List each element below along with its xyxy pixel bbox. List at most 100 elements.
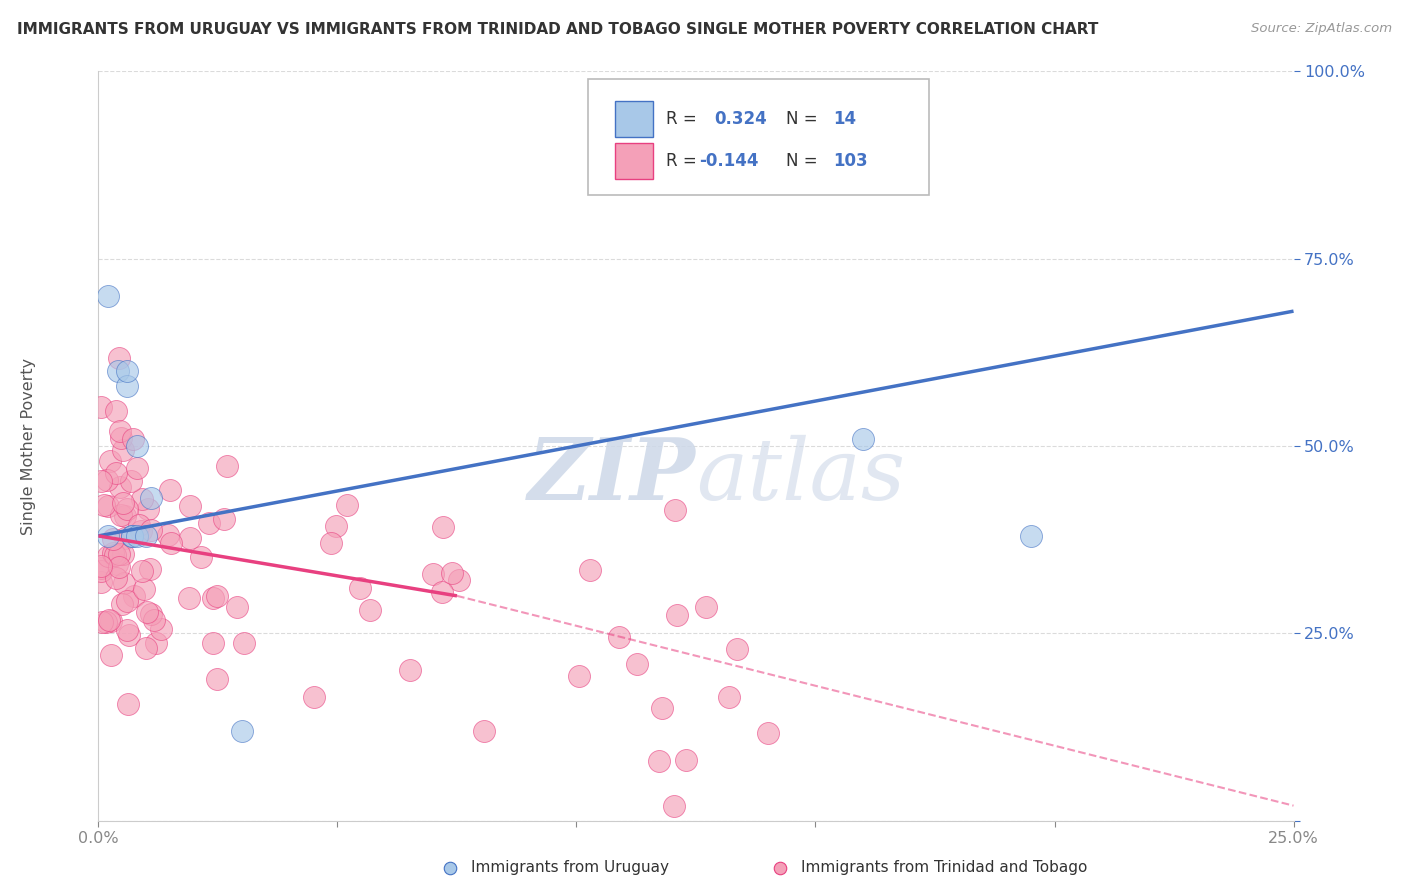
Point [149, 623, 172, 637]
Point [626, 657, 648, 671]
Point [675, 753, 697, 767]
Point [695, 599, 717, 614]
Point [159, 483, 181, 497]
Bar [614, 101, 652, 136]
Point [131, 564, 153, 578]
Point [112, 576, 135, 591]
Point [651, 701, 673, 715]
Point [97, 529, 120, 543]
Point [120, 474, 142, 488]
Point [129, 524, 152, 538]
FancyBboxPatch shape [589, 78, 929, 195]
Point [226, 599, 249, 614]
Point [135, 529, 157, 543]
Point [110, 431, 132, 445]
Point [97, 549, 120, 563]
Point [725, 641, 748, 656]
Point [97, 289, 120, 303]
Point [136, 502, 159, 516]
Point [117, 697, 139, 711]
Point [108, 424, 131, 438]
Point [104, 404, 127, 418]
Text: IMMIGRANTS FROM URUGUAY VS IMMIGRANTS FROM TRINIDAD AND TOBAGO SINGLE MOTHER POV: IMMIGRANTS FROM URUGUAY VS IMMIGRANTS FR… [17, 22, 1098, 37]
Point [233, 636, 256, 650]
Point [1019, 529, 1042, 543]
Point [325, 518, 347, 533]
Point [111, 598, 134, 612]
Point [579, 563, 602, 577]
Point [97, 499, 120, 513]
Point [474, 724, 496, 739]
Point [430, 585, 453, 599]
Point [302, 690, 325, 704]
Point [139, 491, 162, 506]
Text: 103: 103 [834, 152, 868, 169]
Point [90, 561, 112, 575]
Point [105, 557, 128, 571]
Point [609, 631, 631, 645]
Point [177, 591, 200, 605]
Point [104, 549, 127, 563]
Point [441, 566, 464, 580]
Point [139, 524, 162, 538]
Point [100, 648, 122, 663]
Point [110, 508, 132, 523]
Point [122, 589, 145, 603]
Point [432, 520, 454, 534]
Point [110, 480, 132, 494]
Point [231, 723, 253, 738]
Point [349, 582, 371, 596]
Text: N =: N = [786, 152, 817, 169]
Point [100, 454, 122, 468]
Point [399, 663, 422, 677]
Text: 0.324: 0.324 [714, 110, 766, 128]
Text: R =: R = [666, 110, 697, 128]
Point [115, 594, 138, 608]
Point [105, 571, 128, 585]
Point [91, 615, 114, 629]
Point [179, 499, 201, 513]
Point [131, 491, 153, 506]
Text: Immigrants from Uruguay: Immigrants from Uruguay [471, 861, 669, 875]
Point [97, 613, 120, 627]
Point [112, 547, 135, 561]
Point [115, 364, 138, 378]
Point [568, 669, 591, 683]
Point [159, 536, 181, 550]
Point [202, 591, 225, 605]
Point [115, 379, 138, 393]
Point [121, 433, 143, 447]
Point [128, 518, 150, 533]
Point [198, 516, 221, 531]
Point [202, 636, 225, 650]
Point [107, 547, 129, 561]
Point [207, 672, 229, 686]
Point [319, 536, 342, 550]
Point [90, 559, 112, 574]
Point [90, 565, 112, 579]
Point [90, 474, 112, 488]
Text: ZIP: ZIP [529, 434, 696, 517]
Point [100, 614, 122, 628]
Point [215, 458, 238, 473]
Text: -0.144: -0.144 [700, 152, 759, 169]
Point [756, 726, 779, 740]
Point [114, 531, 136, 545]
Point [108, 560, 131, 574]
Point [105, 466, 128, 480]
Point [205, 589, 228, 603]
Point [214, 512, 236, 526]
Y-axis label: Single Mother Poverty: Single Mother Poverty [21, 358, 37, 534]
Point [145, 635, 167, 649]
Point [90, 574, 112, 589]
Point [94, 615, 117, 629]
Point [666, 608, 689, 623]
Point [111, 442, 134, 457]
Text: atlas: atlas [696, 434, 905, 517]
Point [121, 529, 143, 543]
Bar [614, 143, 652, 178]
Point [359, 603, 381, 617]
Point [852, 432, 875, 446]
Text: R =: R = [666, 152, 697, 169]
Point [111, 495, 134, 509]
